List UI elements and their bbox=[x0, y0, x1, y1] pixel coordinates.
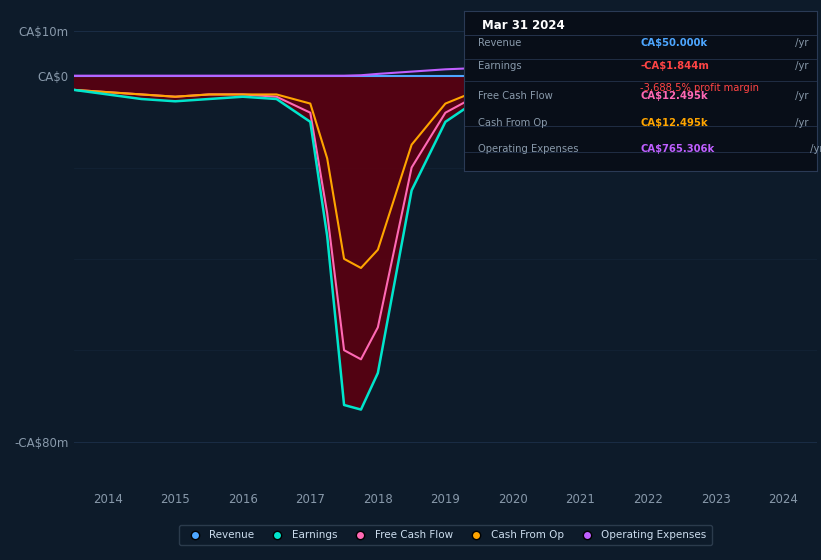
Text: Mar 31 2024: Mar 31 2024 bbox=[481, 19, 564, 32]
Text: Operating Expenses: Operating Expenses bbox=[478, 144, 579, 153]
Text: -CA$1.844m: -CA$1.844m bbox=[640, 60, 709, 71]
Text: /yr: /yr bbox=[807, 144, 821, 153]
Text: -3,688.5% profit margin: -3,688.5% profit margin bbox=[640, 83, 759, 93]
Text: /yr: /yr bbox=[792, 91, 809, 101]
Text: CA$50.000k: CA$50.000k bbox=[640, 38, 708, 48]
Text: /yr: /yr bbox=[792, 118, 809, 128]
Text: CA$12.495k: CA$12.495k bbox=[640, 118, 708, 128]
Text: CA$12.495k: CA$12.495k bbox=[640, 91, 708, 101]
Legend: Revenue, Earnings, Free Cash Flow, Cash From Op, Operating Expenses: Revenue, Earnings, Free Cash Flow, Cash … bbox=[179, 525, 712, 545]
Text: Free Cash Flow: Free Cash Flow bbox=[478, 91, 553, 101]
Text: /yr: /yr bbox=[792, 60, 809, 71]
Text: Revenue: Revenue bbox=[478, 38, 521, 48]
Text: Earnings: Earnings bbox=[478, 60, 521, 71]
Text: Cash From Op: Cash From Op bbox=[478, 118, 548, 128]
Text: /yr: /yr bbox=[792, 38, 809, 48]
Text: CA$765.306k: CA$765.306k bbox=[640, 144, 714, 153]
